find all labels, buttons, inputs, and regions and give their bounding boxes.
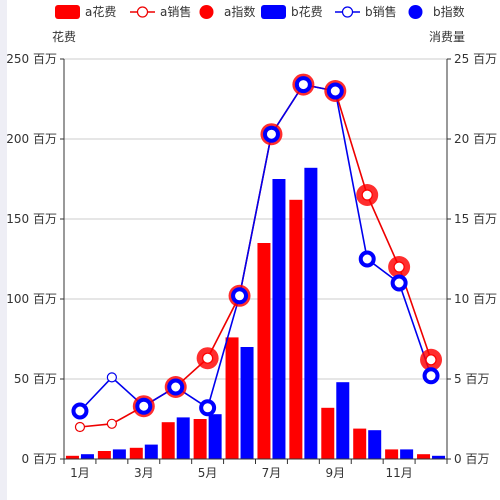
legend-swatch bbox=[261, 5, 286, 19]
legend-swatch-marker bbox=[341, 6, 354, 18]
bar bbox=[144, 444, 158, 459]
scatter-point-center bbox=[393, 261, 405, 273]
bar bbox=[321, 407, 335, 459]
bar bbox=[432, 455, 446, 459]
legend-label: b指数 bbox=[433, 4, 465, 19]
scatter-point bbox=[294, 76, 312, 94]
left-axis-tick-label: 100 百万 bbox=[6, 292, 57, 306]
legend-label: b花费 bbox=[291, 4, 323, 19]
axes: 0 百万 0 百万 50 百万 5 百万 100 百万 10 百万 150 百万 15 百万 2… bbox=[6, 29, 497, 480]
bar bbox=[112, 449, 126, 459]
scatter-point-center bbox=[361, 189, 373, 201]
right-axis-tick-label: 10 百万 bbox=[454, 292, 497, 306]
x-axis-tick-label: 7月 bbox=[262, 466, 282, 480]
legend-item[interactable]: b花费 bbox=[261, 4, 323, 19]
scatter-point bbox=[422, 367, 440, 385]
scatter-point bbox=[326, 82, 344, 100]
point-series bbox=[71, 73, 443, 420]
bar bbox=[65, 455, 79, 459]
scatter-point bbox=[71, 402, 89, 420]
left-edge-strip bbox=[0, 0, 7, 500]
right-axis-tick-label: 0 百万 bbox=[454, 452, 489, 466]
legend-item[interactable]: b指数 bbox=[408, 4, 465, 19]
series-line bbox=[79, 83, 432, 428]
bar bbox=[336, 382, 350, 459]
scatter-point bbox=[135, 397, 153, 415]
scatter-point bbox=[262, 125, 280, 143]
legend-swatch bbox=[199, 5, 214, 19]
legend-item[interactable]: a指数 bbox=[199, 4, 256, 19]
legend-label: a指数 bbox=[224, 4, 255, 19]
left-axis-tick-label: 200 百万 bbox=[6, 132, 57, 146]
left-axis-tick-label: 150 百万 bbox=[6, 212, 57, 226]
x-axis-tick-label: 11月 bbox=[385, 466, 412, 480]
x-axis-tick-label: 1月 bbox=[70, 466, 90, 480]
legend-swatch-marker bbox=[136, 6, 149, 18]
left-axis-tick-label: 50 百万 bbox=[14, 372, 57, 386]
scatter-point-center bbox=[425, 354, 437, 366]
left-axis-tick-label: 250 百万 bbox=[6, 52, 57, 66]
legend-swatch bbox=[408, 5, 423, 19]
bar bbox=[272, 179, 286, 459]
left-axis-tick-label: 0 百万 bbox=[22, 452, 57, 466]
line-point bbox=[74, 421, 86, 433]
legend-label: a销售 bbox=[160, 4, 191, 19]
legend-item[interactable]: a销售 bbox=[130, 4, 191, 19]
bar bbox=[225, 337, 239, 459]
bar bbox=[257, 243, 271, 459]
bar bbox=[208, 414, 222, 459]
bar bbox=[417, 454, 431, 459]
bar bbox=[304, 167, 318, 460]
right-axis-tick-label: 25 百万 bbox=[454, 52, 497, 66]
bar bbox=[353, 428, 367, 459]
scatter-point bbox=[390, 274, 408, 292]
scatter-point bbox=[358, 250, 376, 268]
bar bbox=[385, 449, 399, 459]
bar bbox=[97, 451, 111, 459]
legend-item[interactable]: a花费 bbox=[55, 4, 116, 19]
bar bbox=[400, 449, 414, 459]
x-axis-tick-label: 5月 bbox=[198, 466, 218, 480]
bar-series bbox=[65, 167, 446, 460]
bar bbox=[368, 430, 382, 459]
line-point bbox=[106, 418, 117, 429]
x-axis-tick-label: 9月 bbox=[325, 466, 345, 480]
right-axis-tick-label: 5 百万 bbox=[454, 372, 489, 386]
bar bbox=[289, 199, 303, 460]
bar bbox=[240, 347, 254, 459]
legend-label: b销售 bbox=[365, 4, 397, 19]
right-axis-name: 消费量 bbox=[429, 30, 465, 44]
bar bbox=[161, 422, 175, 459]
bar bbox=[176, 417, 190, 459]
series-line bbox=[79, 83, 432, 412]
bar bbox=[80, 454, 94, 459]
legend[interactable]: a花费 b花费 a销售 b销售 a指数 b指数 bbox=[55, 4, 465, 19]
x-axis-tick-label: 3月 bbox=[134, 466, 154, 480]
line-point bbox=[106, 372, 117, 383]
scatter-point-center bbox=[202, 352, 214, 364]
scatter-point bbox=[231, 287, 249, 305]
legend-item[interactable]: b销售 bbox=[335, 4, 397, 19]
scatter-point bbox=[199, 399, 217, 417]
bar bbox=[129, 447, 143, 459]
bar bbox=[193, 419, 207, 459]
legend-label: a花费 bbox=[85, 4, 116, 19]
right-axis-tick-label: 15 百万 bbox=[454, 212, 497, 226]
left-axis-name: 花费 bbox=[52, 29, 76, 44]
scatter-point bbox=[167, 378, 185, 396]
legend-swatch bbox=[55, 5, 80, 19]
grid-lines bbox=[64, 58, 447, 380]
right-axis-tick-label: 20 百万 bbox=[454, 132, 497, 146]
